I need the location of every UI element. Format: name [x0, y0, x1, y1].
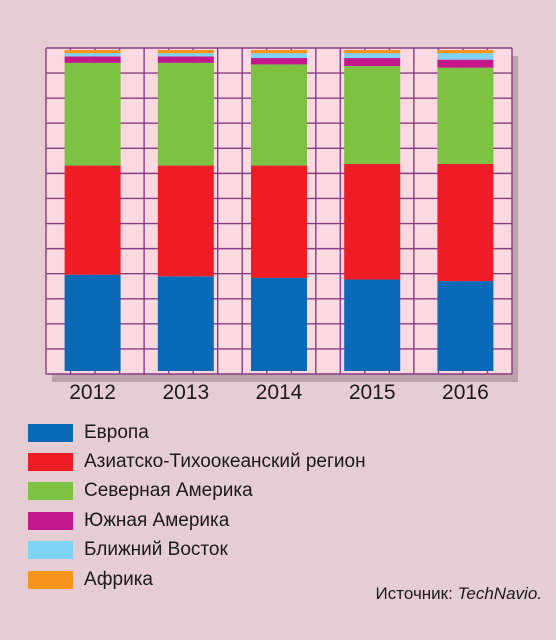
legend-item-africa: Африка — [28, 565, 366, 594]
bar-segment-2014-4 — [251, 53, 307, 59]
legend-label-south-america: Южная Америка — [84, 509, 230, 531]
legend-swatch-europe — [28, 423, 73, 442]
bar-segment-2016-2 — [437, 67, 494, 164]
x-tick-label-2016: 2016 — [442, 381, 489, 404]
bar-segment-2013-3 — [157, 56, 214, 63]
stacked-bar-chart: 2012 2013 2014 2015 2016 — [45, 47, 518, 404]
bar-segment-2014-0 — [251, 277, 307, 371]
bar-segment-2015-1 — [344, 163, 401, 280]
bar-segment-2015-4 — [344, 53, 401, 59]
bar-segment-2016-5 — [437, 50, 494, 54]
bar-segment-2016-0 — [437, 281, 494, 371]
legend-swatch-south-america — [28, 511, 73, 530]
bar-segment-2013-0 — [157, 276, 214, 371]
x-tick-label-2014: 2014 — [256, 381, 303, 404]
bar-segment-2012-1 — [64, 165, 121, 275]
bar-segment-2012-0 — [64, 274, 121, 371]
legend-swatch-middle-east — [28, 541, 73, 560]
bar-segment-2012-3 — [64, 56, 121, 63]
bar-segment-2014-2 — [251, 64, 307, 166]
source-prefix: Источник: — [375, 584, 458, 603]
legend-label-africa: Африка — [84, 568, 153, 590]
bar-segment-2013-4 — [157, 53, 214, 57]
legend-swatch-north-america — [28, 482, 73, 501]
legend-swatch-asia-pacific — [28, 453, 73, 472]
legend-item-asia-pacific: Азиатско-Тихоокеанский регион — [28, 447, 366, 476]
bar-segment-2014-1 — [251, 165, 307, 278]
x-axis-tick-labels: 2012 2013 2014 2015 2016 — [69, 381, 489, 404]
bar-segment-2015-2 — [344, 66, 401, 164]
bar-segment-2013-2 — [157, 62, 214, 166]
bar-segment-2014-5 — [251, 50, 307, 54]
legend-item-middle-east: Ближний Восток — [28, 536, 366, 565]
bar-segment-2016-4 — [437, 53, 494, 60]
bar-segment-2015-5 — [344, 50, 401, 54]
legend-swatch-africa — [28, 570, 73, 589]
bar-segment-2013-1 — [157, 165, 214, 277]
bar-segment-2012-5 — [64, 50, 121, 54]
x-tick-label-2013: 2013 — [162, 381, 209, 404]
legend-item-north-america: Северная Америка — [28, 477, 366, 506]
bar-segment-2013-5 — [157, 50, 214, 54]
bar-segment-2014-3 — [251, 58, 307, 65]
legend-label-middle-east: Ближний Восток — [84, 539, 228, 561]
bars — [64, 50, 494, 371]
legend: Европа Азиатско-Тихоокеанский регион Сев… — [28, 418, 366, 594]
legend-label-asia-pacific: Азиатско-Тихоокеанский регион — [84, 451, 366, 473]
legend-item-europe: Европа — [28, 418, 366, 447]
x-tick-label-2012: 2012 — [69, 381, 116, 404]
legend-label-europe: Европа — [84, 421, 149, 443]
legend-label-north-america: Северная Америка — [84, 480, 253, 502]
bar-segment-2016-1 — [437, 163, 494, 282]
bar-segment-2015-3 — [344, 58, 401, 67]
bar-segment-2012-2 — [64, 62, 121, 166]
x-tick-label-2015: 2015 — [349, 381, 396, 404]
source-name: TechNavio. — [457, 584, 542, 603]
bar-segment-2015-0 — [344, 279, 401, 371]
bar-segment-2016-3 — [437, 59, 494, 68]
bar-segment-2012-4 — [64, 53, 121, 57]
legend-item-south-america: Южная Америка — [28, 506, 366, 535]
source-note: Источник: TechNavio. — [376, 584, 542, 604]
